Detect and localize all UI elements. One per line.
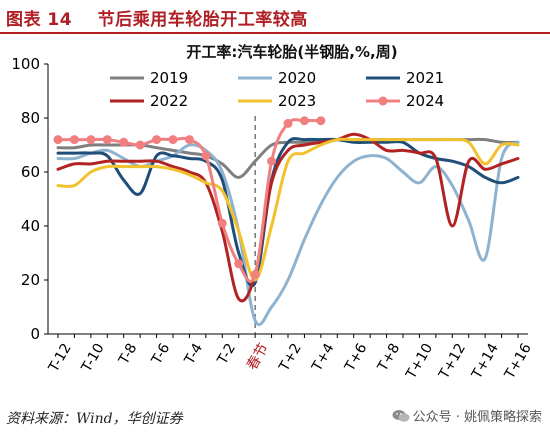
y-tick-label: 0 — [30, 325, 40, 343]
data-point-2024 — [53, 135, 63, 145]
data-point-2024 — [234, 259, 244, 269]
series-line-2022 — [56, 132, 520, 303]
chart: 0 20 40 60 80 100 T-12 T-10 T-8 T-6 T-4 T-2 春节 T+2 T+4… — [11, 43, 534, 383]
data-point-2024 — [168, 135, 178, 145]
data-point-2024 — [135, 140, 145, 150]
legend-item-2023: 2023 — [238, 92, 316, 110]
x-tick-label: 春节 — [244, 341, 272, 373]
x-tick-label: T+10 — [403, 341, 436, 383]
x-tick-label: T-6 — [148, 341, 173, 368]
series-line-2021 — [56, 137, 520, 288]
x-tick-label: T+2 — [276, 341, 305, 375]
legend-item-2022: 2022 — [110, 92, 188, 110]
footer: 资料来源：Wind，华创证券 公众号 · 姚佩策略探索 — [0, 398, 550, 432]
data-point-2024 — [283, 118, 293, 128]
data-point-2024 — [267, 156, 277, 166]
y-tick-label: 40 — [21, 217, 40, 235]
series-line-2023 — [56, 137, 520, 282]
data-point-2024 — [201, 151, 211, 161]
legend-item-2019: 2019 — [110, 69, 188, 87]
figure-heading: 节后乘用车轮胎开工率较高 — [97, 10, 308, 30]
data-point-2024 — [152, 135, 162, 145]
x-tick-label: T-4 — [181, 341, 206, 368]
x-tick-label: T+4 — [309, 341, 338, 375]
data-point-2024 — [250, 270, 260, 280]
header-rule — [0, 32, 550, 34]
x-tick-label: T+8 — [374, 341, 403, 375]
series-line-2020 — [56, 140, 520, 327]
legend-label: 2021 — [406, 69, 444, 87]
data-point-2024 — [217, 218, 227, 228]
data-point-2024 — [316, 116, 326, 126]
y-tick-label: 80 — [21, 109, 40, 127]
legend-label: 2022 — [150, 92, 188, 110]
data-point-2024 — [69, 135, 79, 145]
figure-title: 图表 14 节后乘用车轮胎开工率较高 — [6, 5, 308, 30]
data-point-2024 — [119, 137, 129, 147]
data-point-2024 — [299, 116, 309, 126]
legend-item-2020: 2020 — [238, 69, 316, 87]
legend: 2019 2020 2021 2022 2023 2024 — [110, 69, 444, 110]
data-point-2024 — [184, 135, 194, 145]
legend-item-2021: 2021 — [366, 69, 444, 87]
watermark: 公众号 · 姚佩策略探索 — [392, 406, 542, 425]
legend-marker — [378, 96, 388, 106]
x-tick-label: T+12 — [436, 341, 469, 383]
legend-label: 2024 — [406, 92, 444, 110]
source-note: 资料来源：Wind，华创证券 — [6, 411, 183, 427]
legend-label: 2019 — [150, 69, 188, 87]
y-tick-label: 60 — [21, 163, 40, 181]
legend-label: 2023 — [278, 92, 316, 110]
data-point-2024 — [102, 135, 112, 145]
figure-label: 图表 14 — [6, 10, 73, 30]
x-tick-label: T-10 — [78, 341, 107, 376]
watermark-text: 公众号 · 姚佩策略探索 — [412, 410, 542, 425]
legend-label: 2020 — [278, 69, 316, 87]
x-tick-label: T-8 — [116, 341, 141, 368]
x-tick-label: T-12 — [45, 341, 74, 376]
y-tick-label: 20 — [21, 271, 40, 289]
x-tick-label: T+16 — [501, 341, 534, 383]
legend-item-2024: 2024 — [366, 92, 444, 110]
wechat-icon — [392, 410, 410, 422]
y-tick-label: 100 — [11, 55, 40, 73]
series-layer — [53, 116, 520, 327]
x-tick-label: T+6 — [342, 341, 371, 375]
chart-title: 开工率:汽车轮胎(半钢胎,%,周) — [186, 43, 397, 61]
x-tick-label: T+14 — [469, 341, 502, 383]
data-point-2024 — [86, 135, 96, 145]
figure-header: 图表 14 节后乘用车轮胎开工率较高 — [0, 0, 550, 34]
x-tick-label: T-2 — [214, 341, 239, 368]
